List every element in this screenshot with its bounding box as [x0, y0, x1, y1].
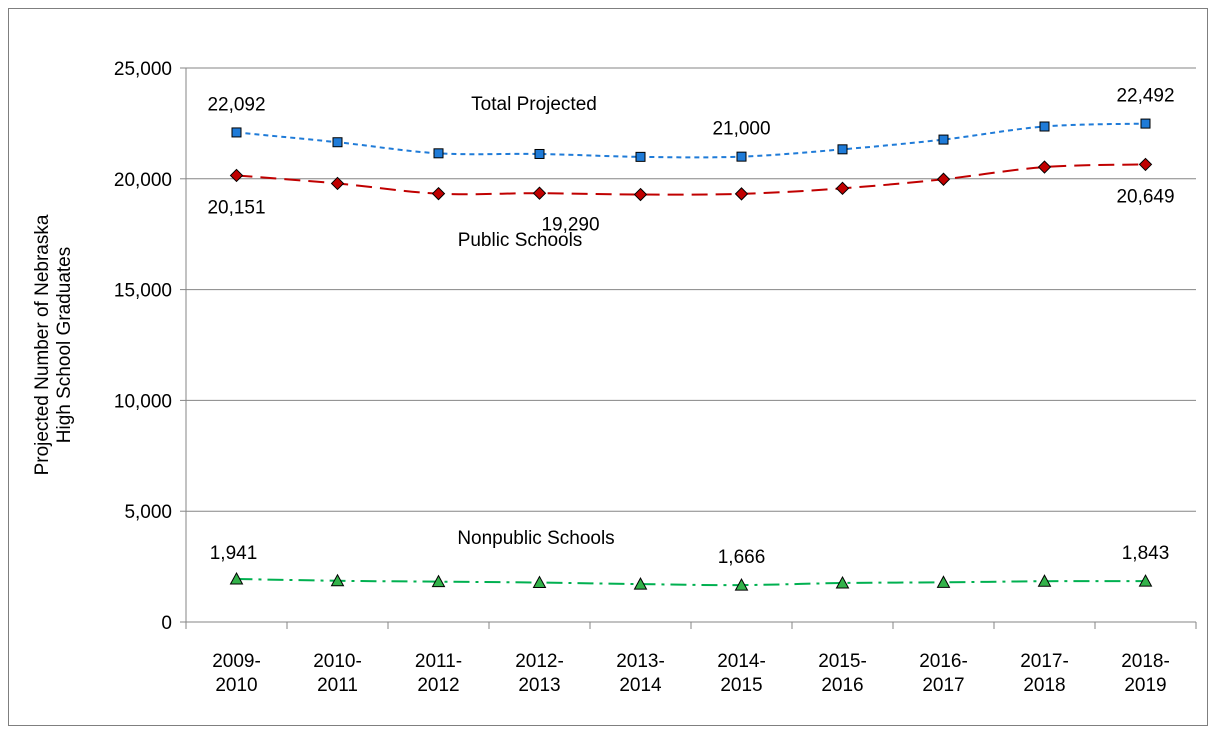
y-tick-label: 25,000 [114, 59, 172, 80]
data-point-nonpublic-schools [936, 575, 951, 588]
x-tick-label: 2016-2017 [919, 651, 968, 696]
y-tick-label: 15,000 [114, 281, 172, 302]
x-tick-label: 2013-2014 [616, 651, 665, 696]
x-tick-label: 2012-2013 [515, 651, 564, 696]
data-point-nonpublic-schools [633, 577, 648, 590]
data-point-public-schools [734, 187, 749, 201]
x-tick-label: 2017-2018 [1020, 651, 1069, 696]
data-point-public-schools [431, 186, 446, 201]
series-name-label: Total Projected [471, 94, 597, 115]
data-label: 22,492 [1116, 86, 1174, 107]
x-tick-label: 2010-2011 [313, 651, 362, 696]
data-point-nonpublic-schools [1138, 574, 1153, 587]
data-label: 20,649 [1116, 186, 1174, 207]
y-tick-label: 10,000 [114, 391, 172, 412]
data-point-public-schools [532, 186, 547, 200]
data-point-public-schools [835, 181, 850, 196]
data-point-public-schools [229, 168, 244, 183]
data-point-public-schools [1138, 157, 1153, 172]
x-tick-label: 2011-2012 [415, 651, 462, 696]
x-tick-label: 2015-2016 [818, 651, 867, 696]
y-tick-label: 5,000 [124, 502, 172, 523]
data-point-total-projected [938, 134, 949, 145]
data-point-nonpublic-schools [835, 575, 850, 589]
series-line-total-projected [236, 122, 1146, 159]
series-name-label: Public Schools [458, 230, 583, 251]
series-name-label: Nonpublic Schools [457, 528, 614, 549]
data-point-nonpublic-schools [431, 574, 446, 588]
series-line-public-schools [236, 163, 1146, 196]
data-label: 1,666 [718, 547, 766, 568]
data-point-total-projected [433, 148, 444, 159]
data-point-nonpublic-schools [1037, 574, 1052, 587]
data-point-public-schools [633, 187, 648, 202]
data-label: 21,000 [712, 119, 770, 140]
y-axis-title: Projected Number of NebraskaHigh School … [32, 214, 75, 475]
data-label: 1,843 [1122, 543, 1170, 564]
x-tick-label: 2014-2015 [717, 651, 766, 696]
data-point-public-schools [936, 172, 951, 186]
data-point-total-projected [837, 144, 848, 155]
data-point-total-projected [1140, 118, 1151, 129]
data-label: 22,092 [207, 94, 265, 115]
data-point-public-schools [330, 176, 345, 191]
data-point-total-projected [332, 137, 343, 148]
data-point-total-projected [635, 151, 646, 162]
chart-frame [8, 8, 1208, 726]
series-line-nonpublic-schools [236, 577, 1146, 587]
y-tick-label: 0 [161, 613, 172, 634]
data-point-total-projected [534, 148, 545, 159]
x-tick-label: 2018-2019 [1121, 651, 1170, 696]
data-point-total-projected [1039, 121, 1050, 132]
data-point-total-projected [736, 151, 747, 162]
y-tick-label: 20,000 [114, 170, 172, 191]
data-point-nonpublic-schools [734, 578, 749, 591]
data-label: 20,151 [207, 197, 265, 218]
data-point-nonpublic-schools [229, 571, 244, 585]
data-label: 19,290 [541, 215, 599, 236]
data-point-public-schools [1037, 160, 1052, 174]
data-label: 1,941 [210, 543, 258, 564]
data-point-nonpublic-schools [330, 573, 345, 587]
x-tick-label: 2009-2010 [212, 651, 261, 696]
data-point-nonpublic-schools [532, 575, 547, 589]
data-point-total-projected [231, 127, 242, 138]
